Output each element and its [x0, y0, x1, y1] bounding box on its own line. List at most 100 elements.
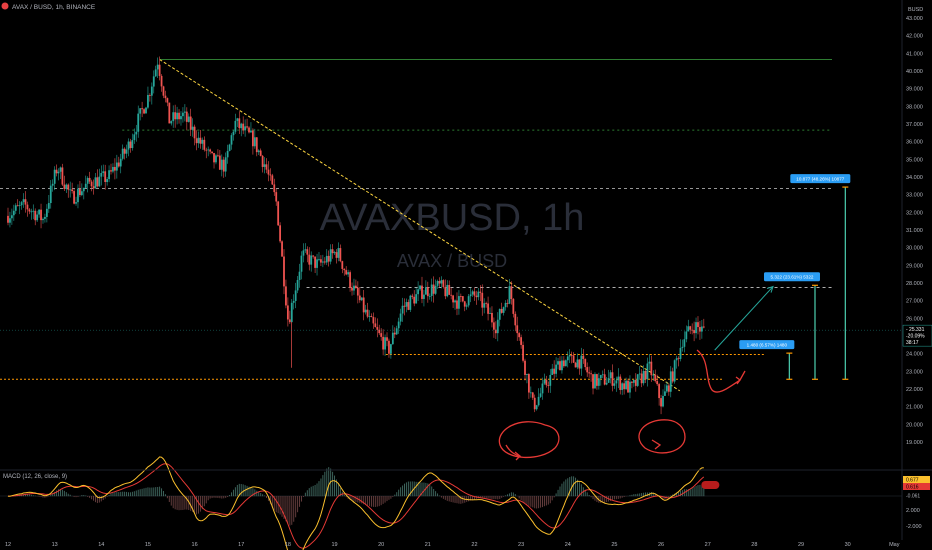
macd-histogram-bar	[497, 496, 499, 500]
macd-histogram-bar	[242, 484, 244, 497]
macd-histogram-bar	[557, 489, 559, 497]
candle-body	[42, 218, 44, 221]
macd-histogram-bar	[343, 494, 345, 497]
candle-body	[491, 312, 493, 323]
macd-histogram-bar	[137, 489, 139, 497]
macd-histogram-bar	[421, 482, 423, 497]
candle-body	[242, 123, 245, 131]
macd-histogram-bar	[569, 477, 571, 497]
candle-body	[358, 295, 361, 301]
horizontal-levels[interactable]	[0, 59, 832, 380]
macd-histogram-bar	[489, 496, 491, 499]
candle-body	[20, 202, 23, 206]
macd-histogram-bar	[157, 486, 159, 497]
candle-body	[343, 268, 346, 271]
current-price-text: 38:17	[906, 340, 919, 346]
macd-histogram-bar	[345, 496, 347, 498]
candle-body	[609, 372, 612, 379]
macd-histogram-bar	[129, 492, 131, 497]
macd-histogram-bar	[42, 496, 44, 498]
price-tick-label: 40.000	[906, 69, 923, 75]
macd-tick-label: 2.000	[906, 508, 920, 514]
macd-histogram-bar	[409, 481, 411, 497]
macd-histogram-bar	[440, 496, 442, 498]
descending-trendline[interactable]	[159, 59, 680, 392]
macd-histogram-bar	[38, 496, 40, 497]
candle-body	[366, 309, 369, 317]
candle-body	[518, 333, 521, 338]
macd-histogram-bar	[73, 496, 75, 498]
macd-histogram-bar	[604, 496, 606, 503]
candle-body	[154, 69, 157, 77]
macd-histogram-bar	[128, 492, 130, 497]
candle-body	[271, 175, 274, 185]
macd-histogram-bar	[69, 494, 71, 497]
candle-body	[539, 393, 542, 397]
macd-histogram-bar	[691, 488, 693, 497]
annotations[interactable]	[498, 285, 774, 461]
candle-body	[100, 173, 103, 177]
candle-body	[562, 360, 565, 367]
macd-histogram-bar	[161, 488, 163, 497]
candle-body	[471, 291, 474, 295]
trendline[interactable]	[159, 59, 680, 392]
macd-histogram-bar	[308, 488, 310, 497]
candle-body	[561, 360, 563, 371]
macd-histogram-bar	[302, 496, 304, 497]
macd-histogram-bar	[646, 492, 648, 497]
time-axis[interactable]: 12 13 14 15 16 17 18 19 20 21 22 23 24 25 26 27 28 29 30 Ma…	[5, 542, 900, 548]
candle-body	[426, 287, 429, 297]
macd-histogram-bar	[131, 491, 133, 497]
macd-histogram-bar	[122, 491, 124, 497]
candle-body	[150, 86, 153, 96]
macd-histogram-bar	[299, 496, 301, 507]
macd-histogram-bar	[479, 496, 481, 499]
candle-body	[401, 305, 404, 314]
macd-histogram-bar	[221, 496, 223, 499]
macd-histogram-bar	[141, 488, 143, 497]
candle-body	[469, 294, 472, 297]
macd-histogram-bar	[59, 488, 61, 497]
price-axis[interactable]: 43.000 42.000 41.000 40.000 39.000 38.000 37.0…	[906, 16, 923, 530]
price-tick-label: 32.000	[906, 210, 923, 216]
macd-histogram-bar	[660, 496, 662, 498]
macd-histogram-bar	[524, 496, 526, 504]
candle-body	[110, 170, 112, 172]
macd-histogram-bar	[213, 496, 215, 498]
candle-body	[364, 309, 367, 313]
candle-body	[187, 116, 190, 122]
candle-body	[353, 285, 355, 291]
symbol-line[interactable]: AVAX / BUSD, 1h, BINANCE	[12, 4, 96, 11]
candle-body	[94, 177, 97, 189]
macd-histogram-bar	[575, 477, 577, 497]
macd-histogram-bar	[365, 496, 367, 506]
macd-histogram-bar	[485, 496, 487, 499]
macd-histogram-bar	[250, 487, 252, 497]
measure-tools[interactable]: 1.480 (6.57%) 1480 5.322 (23.61%) 5322 10.…	[739, 174, 851, 380]
macd-histogram-bar	[610, 496, 612, 501]
macd-histogram-bar	[262, 494, 264, 497]
macd-histogram-bar	[415, 481, 417, 497]
candle-body	[533, 397, 536, 410]
loop-annotation-left[interactable]	[498, 421, 560, 461]
macd-histogram-bar	[190, 496, 192, 511]
candle-body	[335, 252, 338, 258]
projection-arrow[interactable]	[714, 286, 774, 351]
macd-histogram-bar	[541, 496, 543, 508]
macd-histogram-bar	[670, 495, 672, 497]
candle-body	[236, 118, 239, 121]
macd-histogram-bar	[701, 485, 703, 497]
loop-annotation-right[interactable]	[638, 419, 686, 454]
candle-body	[405, 302, 408, 307]
candle-body	[248, 127, 250, 133]
curve-annotation-top[interactable]	[696, 349, 746, 393]
macd-histogram-bar	[170, 496, 172, 506]
candle-body	[386, 337, 388, 341]
macd-histogram-bar	[615, 496, 617, 500]
candle-body	[32, 210, 35, 212]
signal-line	[7, 463, 705, 549]
macd-histogram-bar	[96, 496, 98, 504]
candle-body	[292, 300, 295, 303]
macd-histogram-bar	[289, 496, 291, 526]
